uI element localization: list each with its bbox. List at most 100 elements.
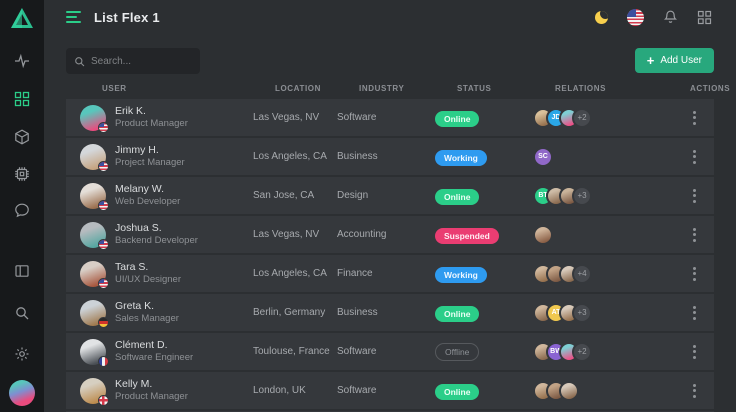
status-badge: Online xyxy=(435,110,480,127)
user-role: Backend Developer xyxy=(115,235,198,247)
status-cell: Working xyxy=(435,148,533,166)
status-cell: Online xyxy=(435,187,533,205)
relations-cell xyxy=(533,224,668,245)
relations-cell: BT +3 xyxy=(533,185,668,206)
relation-initials-avatar[interactable]: SC xyxy=(533,146,553,167)
location-cell: Las Vegas, NV xyxy=(253,229,320,240)
chat-icon[interactable] xyxy=(14,202,30,218)
table-row[interactable]: Kelly M. Product Manager London, UK Soft… xyxy=(66,372,714,409)
user-cell: Tara S. UI/UX Designer xyxy=(80,260,253,289)
user-role: Software Engineer xyxy=(115,352,194,364)
relations-extra-count[interactable]: +3 xyxy=(572,185,592,206)
user-role: Product Manager xyxy=(115,118,188,130)
search-box[interactable] xyxy=(66,48,200,74)
actions-cell xyxy=(668,263,714,285)
actions-cell xyxy=(668,341,714,363)
relations-extra-count[interactable]: +2 xyxy=(572,341,592,362)
dark-mode-moon-icon[interactable] xyxy=(595,10,608,24)
country-flag-badge xyxy=(98,277,109,289)
profile-avatar[interactable] xyxy=(9,380,35,406)
settings-gear-icon[interactable] xyxy=(14,346,30,362)
user-name: Melany W. xyxy=(115,183,165,195)
row-menu-dots-icon[interactable] xyxy=(689,263,700,285)
status-badge: Online xyxy=(435,383,480,400)
search-icon[interactable] xyxy=(14,305,30,321)
location-cell: London, UK xyxy=(253,385,306,396)
table-row[interactable]: Melany W. Web Developer San Jose, CA Des… xyxy=(66,177,714,214)
col-location: Location xyxy=(275,84,321,93)
actions-cell xyxy=(668,224,714,246)
table-body: Erik K. Product Manager Las Vegas, NV So… xyxy=(44,99,736,412)
user-role: Sales Manager xyxy=(115,313,179,325)
apps-grid-icon[interactable] xyxy=(14,91,30,107)
status-cell: Offline xyxy=(435,342,533,361)
status-badge: Offline xyxy=(435,343,480,361)
page-title: List Flex 1 xyxy=(94,9,160,25)
industry-cell: Accounting xyxy=(337,229,387,240)
location-cell: Berlin, Germany xyxy=(253,307,326,318)
row-menu-dots-icon[interactable] xyxy=(689,302,700,324)
row-menu-dots-icon[interactable] xyxy=(689,107,700,129)
industry-cell: Finance xyxy=(337,268,373,279)
user-cell: Clément D. Software Engineer xyxy=(80,338,253,367)
search-input[interactable] xyxy=(91,55,192,67)
table-row[interactable]: Clément D. Software Engineer Toulouse, F… xyxy=(66,333,714,370)
user-avatar xyxy=(80,299,109,328)
add-user-button[interactable]: + Add User xyxy=(634,48,714,73)
main-area: List Flex 1 + Add Us xyxy=(44,0,736,412)
user-cell: Kelly M. Product Manager xyxy=(80,377,253,406)
user-name: Joshua S. xyxy=(115,222,162,234)
brand-logo-icon[interactable] xyxy=(10,7,34,29)
location-cell: Las Vegas, NV xyxy=(253,112,320,123)
table-row[interactable]: Greta K. Sales Manager Berlin, Germany B… xyxy=(66,294,714,331)
row-menu-dots-icon[interactable] xyxy=(689,341,700,363)
notifications-bell-icon[interactable] xyxy=(663,9,678,25)
actions-cell xyxy=(668,146,714,168)
relations-extra-count[interactable]: +2 xyxy=(572,107,592,128)
user-role: UI/UX Designer xyxy=(115,274,181,286)
table-row[interactable]: Tara S. UI/UX Designer Los Angeles, CA F… xyxy=(66,255,714,292)
industry-cell: Business xyxy=(337,151,378,162)
relations-cell: AT +3 xyxy=(533,302,668,323)
user-avatar xyxy=(80,377,109,406)
layout-columns-icon[interactable] xyxy=(14,263,30,279)
menu-hamburger-icon[interactable] xyxy=(66,11,81,23)
row-menu-dots-icon[interactable] xyxy=(689,380,700,402)
status-badge: Online xyxy=(435,305,480,322)
user-cell: Melany W. Web Developer xyxy=(80,182,253,211)
actions-cell xyxy=(668,185,714,207)
row-menu-dots-icon[interactable] xyxy=(689,224,700,246)
relation-photo-avatar[interactable] xyxy=(559,380,579,401)
relations-extra-count[interactable]: +3 xyxy=(572,302,592,323)
apps-squares-icon[interactable] xyxy=(697,10,712,25)
table-row[interactable]: Jimmy H. Project Manager Los Angeles, CA… xyxy=(66,138,714,175)
industry-cell: Design xyxy=(337,190,369,201)
status-cell: Working xyxy=(435,265,533,283)
row-menu-dots-icon[interactable] xyxy=(689,146,700,168)
col-user: User xyxy=(102,84,127,93)
country-flag-badge xyxy=(98,355,109,367)
topbar: List Flex 1 xyxy=(44,0,736,34)
col-actions: Actions xyxy=(690,84,731,93)
relations-cell: SC xyxy=(533,146,668,167)
relations-extra-count[interactable]: +4 xyxy=(572,263,592,284)
status-cell: Online xyxy=(435,109,533,127)
relations-cell: BW +2 xyxy=(533,341,668,362)
chip-icon[interactable] xyxy=(14,166,30,182)
user-avatar xyxy=(80,143,109,172)
relation-photo-avatar[interactable] xyxy=(533,224,553,245)
user-cell: Greta K. Sales Manager xyxy=(80,299,253,328)
toolbar: + Add User xyxy=(44,34,736,74)
user-avatar xyxy=(80,182,109,211)
sidebar xyxy=(0,0,44,412)
language-flag-icon[interactable] xyxy=(627,8,644,26)
user-role: Product Manager xyxy=(115,391,188,403)
user-role: Web Developer xyxy=(115,196,181,208)
package-icon[interactable] xyxy=(14,129,30,145)
row-menu-dots-icon[interactable] xyxy=(689,185,700,207)
table-row[interactable]: Erik K. Product Manager Las Vegas, NV So… xyxy=(66,99,714,136)
table-row[interactable]: Joshua S. Backend Developer Las Vegas, N… xyxy=(66,216,714,253)
status-badge: Working xyxy=(435,266,487,283)
status-badge: Working xyxy=(435,149,487,166)
activity-icon[interactable] xyxy=(14,53,30,69)
